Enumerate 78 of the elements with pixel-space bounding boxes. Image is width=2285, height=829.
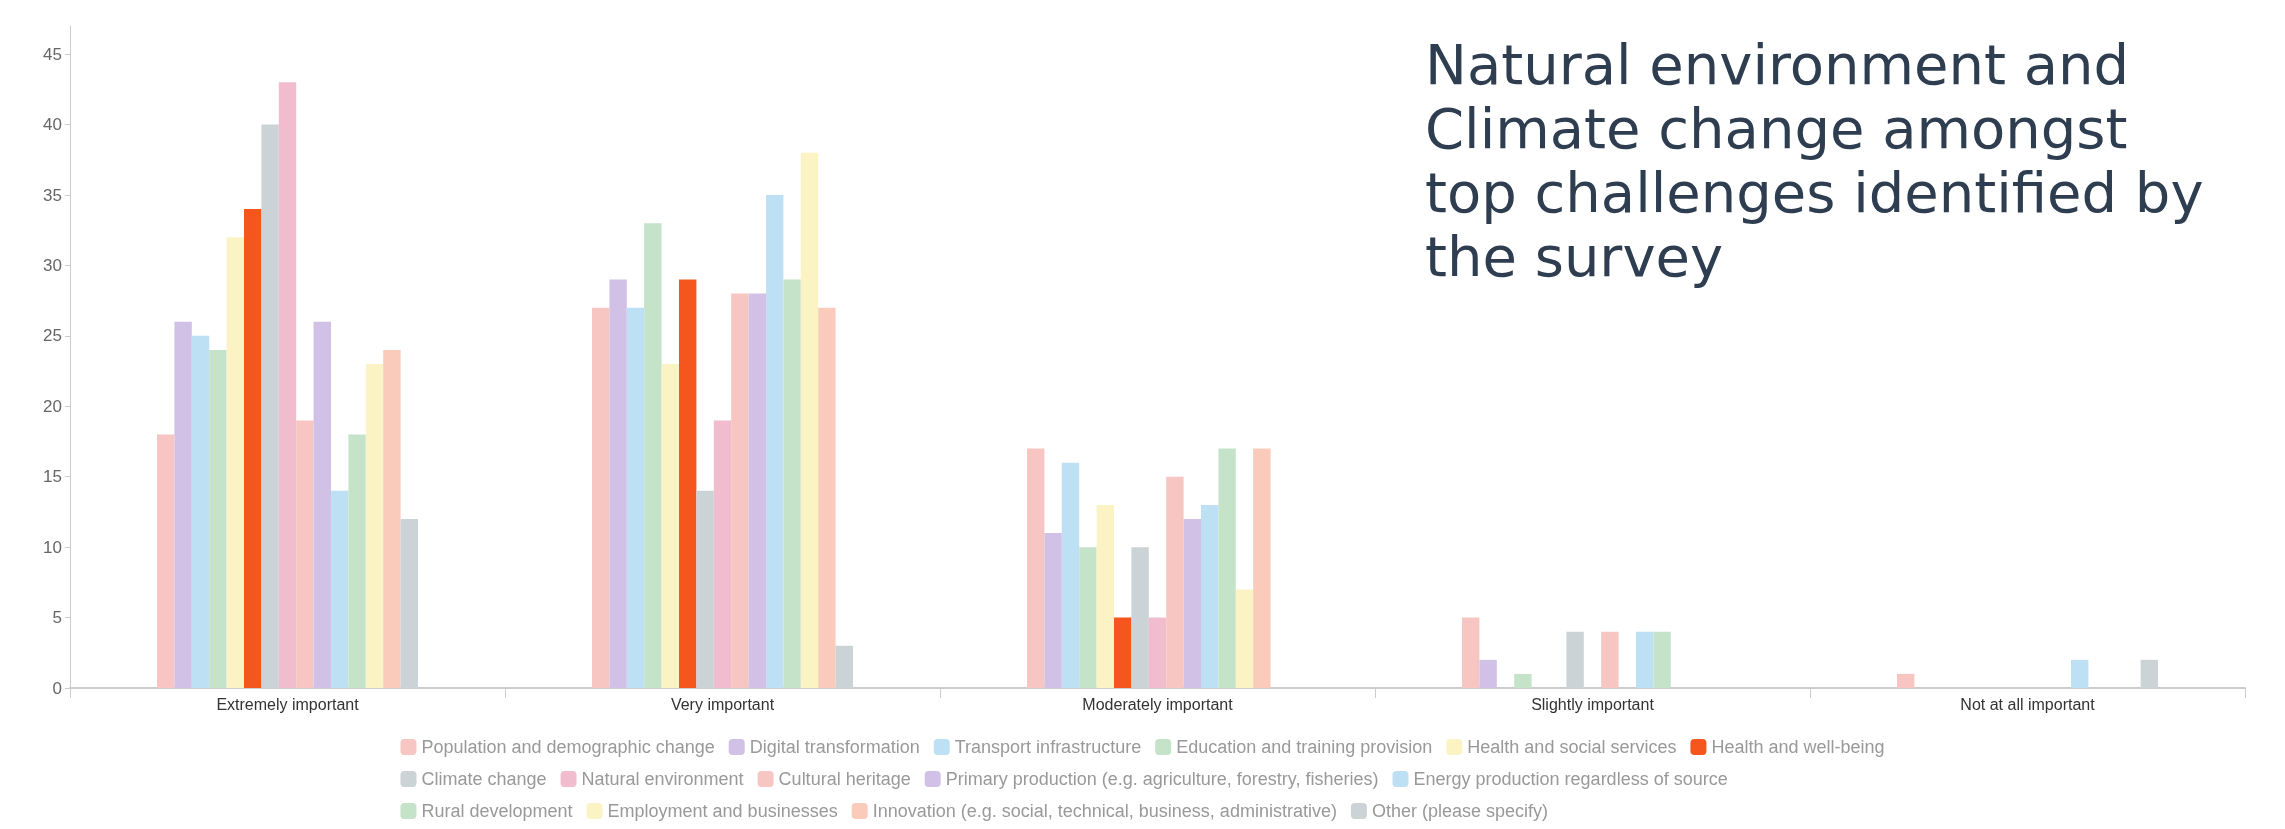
y-tick-label: 30 xyxy=(43,255,62,275)
bar xyxy=(1462,617,1480,688)
bar xyxy=(1253,448,1271,688)
bar xyxy=(818,307,836,688)
bar xyxy=(1897,673,1915,688)
legend-label: Natural environment xyxy=(581,769,744,789)
bar xyxy=(244,209,262,688)
bar xyxy=(1027,448,1045,688)
bar xyxy=(1044,533,1062,688)
legend-label: Education and training provision xyxy=(1176,737,1433,757)
x-tick-label: Very important xyxy=(670,695,775,713)
legend-label: Population and demographic change xyxy=(421,737,715,757)
legend-label: Transport infrastructure xyxy=(954,737,1142,757)
bar xyxy=(348,434,366,688)
bar xyxy=(2071,659,2089,688)
legend-label: Digital transformation xyxy=(749,737,920,757)
y-tick-label: 5 xyxy=(52,608,62,628)
legend-label: Cultural heritage xyxy=(778,769,911,789)
bar xyxy=(331,490,349,688)
bar xyxy=(1183,518,1201,688)
bar xyxy=(174,321,192,688)
bar xyxy=(644,223,662,688)
y-tick-label: 10 xyxy=(43,537,62,557)
x-tick-label: Slightly important xyxy=(1531,695,1655,713)
bar xyxy=(679,279,697,688)
bar xyxy=(783,279,801,688)
bar xyxy=(661,364,679,688)
bar xyxy=(1636,631,1654,688)
bar xyxy=(209,349,227,688)
bar xyxy=(731,293,749,688)
bar xyxy=(1079,547,1097,688)
legend-label: Primary production (e.g. agriculture, forestry, fisheries) xyxy=(945,769,1379,789)
bar xyxy=(226,237,244,688)
bar xyxy=(1114,617,1132,688)
bar xyxy=(191,335,210,688)
bar xyxy=(365,364,384,688)
legend-label: Climate change xyxy=(421,769,547,789)
legend-label: Employment and businesses xyxy=(607,801,838,821)
bar xyxy=(383,349,401,688)
y-tick-label: 35 xyxy=(43,185,62,205)
x-tick-label: Moderately important xyxy=(1082,695,1234,713)
bar xyxy=(157,434,175,688)
bar xyxy=(748,293,766,688)
y-tick-label: 40 xyxy=(43,115,62,135)
bar xyxy=(313,321,331,688)
bar xyxy=(296,420,314,688)
x-tick-label: Not at all important xyxy=(1960,695,2096,713)
bar xyxy=(1601,631,1619,688)
x-tick-label: Extremely important xyxy=(216,695,360,713)
y-tick-label: 45 xyxy=(43,44,62,64)
bar xyxy=(713,420,732,688)
bar xyxy=(1514,673,1532,688)
legend-label: Other (please specify) xyxy=(1371,801,1548,821)
y-tick-label: 25 xyxy=(43,326,62,346)
bar xyxy=(1653,631,1671,688)
y-tick-label: 20 xyxy=(43,396,62,416)
bar xyxy=(592,307,610,688)
bar xyxy=(1061,462,1080,688)
bar xyxy=(1096,504,1114,688)
bar xyxy=(626,307,645,688)
text: Natural environment and Climate change amongst top challenges identified by the survey xyxy=(1425,31,2222,289)
legend-label: Health and social services xyxy=(1467,737,1677,757)
legend-label: Rural development xyxy=(421,801,573,821)
bar xyxy=(278,82,297,688)
legend-label: Health and well-being xyxy=(1711,737,1885,757)
bar xyxy=(609,279,627,688)
legend-label: Innovation (e.g. social, technical, business, administrative) xyxy=(872,801,1337,821)
legend-label: Energy production regardless of source xyxy=(1413,769,1728,789)
bar xyxy=(1479,659,1497,688)
bar xyxy=(1148,617,1167,688)
y-tick-label: 0 xyxy=(52,678,62,698)
y-tick-label: 15 xyxy=(43,467,62,487)
bar xyxy=(1235,589,1254,688)
bar xyxy=(1218,448,1236,688)
bar xyxy=(766,195,784,688)
bar xyxy=(800,152,819,688)
bar xyxy=(1201,504,1219,688)
bar xyxy=(1166,476,1184,688)
